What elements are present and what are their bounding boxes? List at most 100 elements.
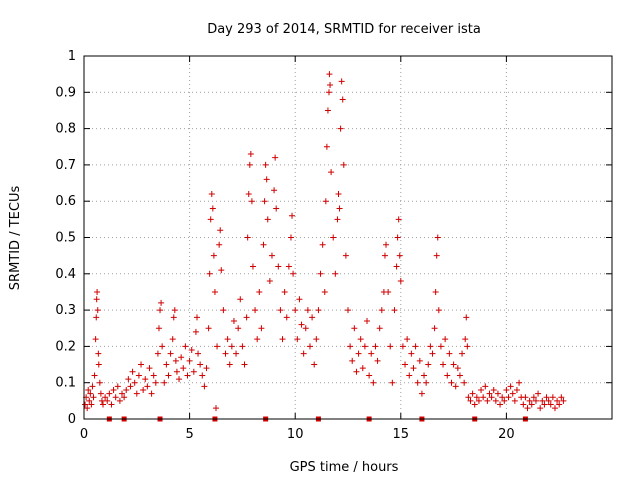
y-tick-label: 0.2 — [55, 339, 76, 354]
data-point — [287, 234, 294, 241]
y-tick-label: 0.1 — [55, 376, 76, 391]
data-point — [452, 383, 459, 390]
data-point — [475, 397, 482, 404]
data-point — [140, 386, 147, 393]
data-point — [104, 397, 111, 404]
data-point — [87, 390, 94, 397]
data-point — [92, 336, 99, 343]
data-point — [220, 307, 227, 314]
x-tick-label: 20 — [498, 427, 515, 442]
data-point — [486, 390, 493, 397]
data-point — [283, 314, 290, 321]
data-point — [336, 205, 343, 212]
data-point — [462, 336, 469, 343]
data-point — [340, 161, 347, 168]
data-point — [217, 227, 224, 234]
data-point — [492, 397, 499, 404]
data-point — [245, 190, 252, 197]
data-point — [121, 394, 128, 401]
data-point — [418, 390, 425, 397]
x-tick-label: 10 — [287, 427, 304, 442]
data-point — [432, 288, 439, 295]
data-point — [161, 379, 168, 386]
data-point — [110, 386, 117, 393]
data-point — [228, 343, 235, 350]
data-point — [319, 241, 326, 248]
data-point — [237, 296, 244, 303]
data-point — [261, 198, 268, 205]
data-point — [397, 278, 404, 285]
data-point — [260, 241, 267, 248]
data-point — [322, 198, 329, 205]
data-point — [545, 397, 552, 404]
data-point — [406, 372, 413, 379]
data-point — [326, 71, 333, 78]
data-point — [374, 357, 381, 364]
data-point — [541, 401, 548, 408]
y-tick-label: 0.5 — [55, 231, 76, 246]
data-point — [339, 96, 346, 103]
data-point — [324, 107, 331, 114]
data-point — [309, 314, 316, 321]
data-point — [334, 216, 341, 223]
data-point — [264, 216, 271, 223]
data-point — [378, 307, 385, 314]
data-point — [239, 343, 246, 350]
data-point — [289, 212, 296, 219]
data-point — [383, 241, 390, 248]
data-point — [351, 325, 358, 332]
data-point — [95, 350, 102, 357]
data-point — [528, 401, 535, 408]
data-point — [216, 241, 223, 248]
data-point — [393, 263, 400, 270]
axes: 00.10.20.30.40.50.60.70.80.910 5 10 15 20 — [55, 49, 612, 442]
data-point — [178, 354, 185, 361]
chart-title: Day 293 of 2014, SRMTID for receiver ist… — [207, 22, 481, 37]
data-point — [279, 336, 286, 343]
data-point — [482, 383, 489, 390]
data-point — [524, 405, 531, 412]
data-point — [182, 343, 189, 350]
data-point — [503, 386, 510, 393]
data-point — [84, 405, 91, 412]
data-point — [146, 365, 153, 372]
data-point — [184, 372, 191, 379]
data-point — [272, 154, 279, 161]
data-point — [394, 234, 401, 241]
data-point — [241, 361, 248, 368]
data-point — [337, 125, 344, 132]
data-point — [207, 216, 214, 223]
data-point — [535, 390, 542, 397]
data-point — [193, 314, 200, 321]
data-point — [176, 376, 183, 383]
data-point — [294, 336, 301, 343]
data-point — [473, 394, 480, 401]
data-point — [163, 361, 170, 368]
data-point — [159, 343, 166, 350]
data-point — [129, 368, 136, 375]
data-point — [370, 379, 377, 386]
data-point — [526, 397, 533, 404]
data-point — [313, 336, 320, 343]
data-point — [385, 288, 392, 295]
data-point — [304, 307, 311, 314]
y-tick-label: 0.7 — [55, 158, 76, 173]
data-point — [543, 394, 550, 401]
data-point — [402, 361, 409, 368]
x-tick-label: 15 — [393, 427, 410, 442]
data-point — [338, 78, 345, 85]
y-tick-label: 0.6 — [55, 194, 76, 209]
data-point — [112, 394, 119, 401]
data-point — [516, 379, 523, 386]
data-point — [94, 288, 101, 295]
data-point — [395, 216, 402, 223]
data-point — [235, 325, 242, 332]
y-tick-label: 1 — [68, 49, 76, 64]
data-point — [290, 270, 297, 277]
data-point — [271, 187, 278, 194]
data-point — [188, 347, 195, 354]
data-point — [172, 357, 179, 364]
data-point — [268, 252, 275, 259]
data-point — [108, 401, 115, 408]
data-point — [277, 307, 284, 314]
